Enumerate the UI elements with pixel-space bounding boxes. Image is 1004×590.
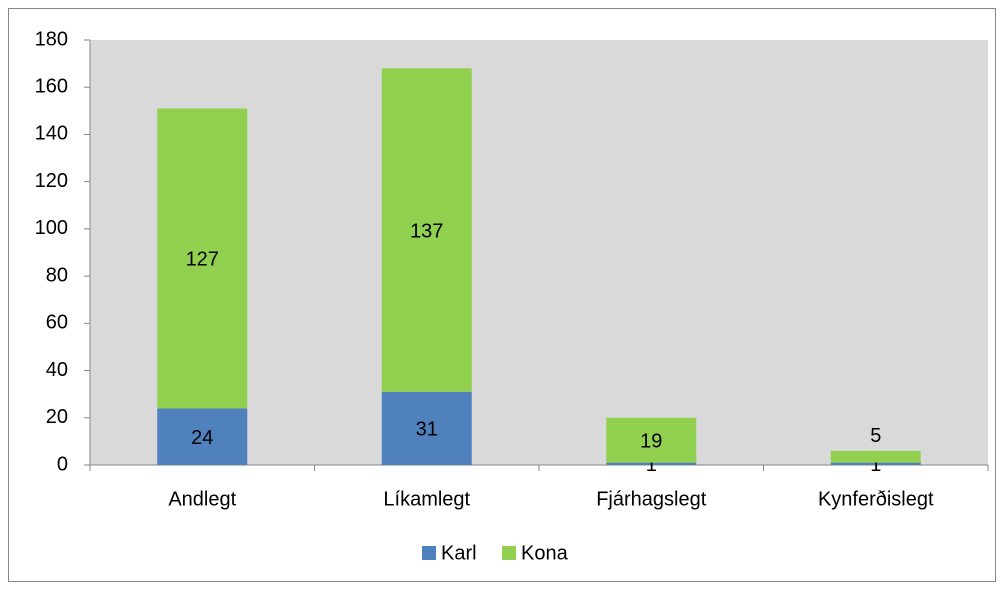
bar-segment <box>830 450 921 463</box>
y-tick-label: 20 <box>46 406 68 428</box>
data-label: 24 <box>191 427 213 449</box>
x-tick-label: Fjárhagslegt <box>596 488 707 510</box>
legend-swatch <box>422 546 436 560</box>
data-label: 19 <box>640 430 662 452</box>
y-tick-label: 120 <box>35 170 68 192</box>
y-tick-label: 80 <box>46 264 68 286</box>
data-label: 127 <box>186 249 219 271</box>
bar-segment <box>381 391 472 465</box>
y-tick-label: 0 <box>57 453 68 475</box>
data-label: 31 <box>416 419 438 441</box>
legend-label: Kona <box>521 542 569 564</box>
x-tick-label: Kynferðislegt <box>818 488 934 510</box>
bar-segment <box>157 108 248 409</box>
y-tick-label: 160 <box>35 76 68 98</box>
data-label: 5 <box>870 425 881 447</box>
y-tick-label: 60 <box>46 312 68 334</box>
data-label: 1 <box>870 454 881 476</box>
y-tick-label: 100 <box>35 217 68 239</box>
bar-segment <box>157 408 248 465</box>
bar-segment <box>381 68 472 392</box>
bar-segment <box>606 417 697 463</box>
bar-segment <box>606 462 697 465</box>
data-label: 1 <box>646 454 657 476</box>
x-tick-label: Andlegt <box>168 488 236 510</box>
legend-label: Karl <box>441 542 477 564</box>
y-tick-label: 140 <box>35 123 68 145</box>
x-tick-label: Líkamlegt <box>383 488 470 510</box>
y-tick-label: 40 <box>46 359 68 381</box>
legend-swatch <box>502 546 516 560</box>
y-tick-label: 180 <box>35 28 68 50</box>
data-label: 137 <box>410 220 443 242</box>
bar-segment <box>830 462 921 465</box>
